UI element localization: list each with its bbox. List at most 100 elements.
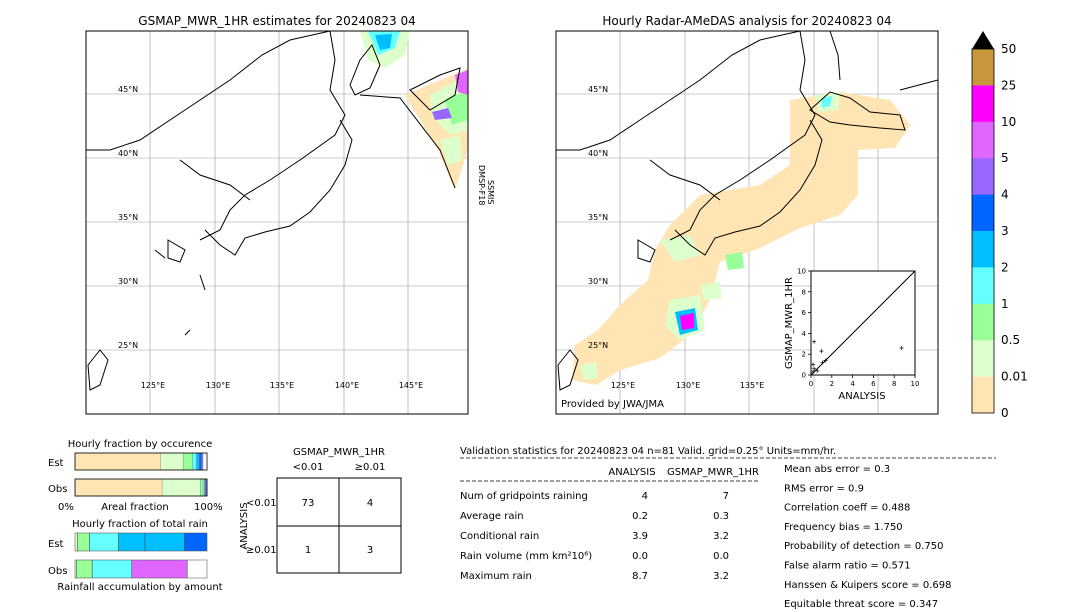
right-map-panel: Hourly Radar-AMeDAS analysis for 2024082… — [555, 14, 939, 415]
occurrence-fraction-chart: Hourly fraction by occurence Est Obs 0% … — [48, 439, 223, 513]
colorbar-label: 0.5 — [1001, 333, 1020, 347]
validation-row-gsmap: 0.3 — [713, 511, 729, 522]
scatter-x-tick-label: 8 — [892, 380, 896, 388]
total-rain-bar-segment — [186, 559, 208, 579]
validation-row-analysis: 8.7 — [632, 571, 648, 582]
colorbar-label: 5 — [1001, 151, 1009, 165]
left-lon-label: 135°E — [270, 381, 294, 390]
left-map-grid — [86, 31, 468, 414]
colorbar-label: 10 — [1001, 115, 1016, 129]
total-rain-bar-segment — [118, 532, 146, 552]
colorbar-segment — [972, 121, 994, 159]
contingency-cell: 4 — [367, 498, 373, 509]
validation-row-label: Rain volume (mm km²10⁶) — [460, 551, 592, 562]
occurrence-x-left: 0% — [58, 502, 74, 513]
scatter-points — [811, 339, 904, 374]
occurrence-bar-segment — [183, 452, 193, 471]
occurrence-bar-frame — [74, 452, 208, 471]
left-map-lon-labels: 125°E 130°E 135°E 140°E 145°E — [141, 381, 423, 390]
validation-row-gsmap: 7 — [723, 491, 729, 502]
validation-scores: Mean abs error = 0.3 RMS error = 0.9 Corre… — [784, 464, 951, 610]
left-map-coastlines — [86, 31, 461, 391]
scatter-y-tick-label: 2 — [802, 351, 806, 359]
contingency-title: GSMAP_MWR_1HR — [293, 447, 385, 458]
contingency-cell: 1 — [305, 545, 311, 556]
scatter-x-tick-label: 10 — [911, 380, 920, 388]
colorbar-frame — [971, 48, 995, 414]
right-lat-label: 45°N — [588, 85, 608, 94]
left-lon-label: 130°E — [206, 381, 230, 390]
validation-row-label: Conditional rain — [460, 531, 539, 542]
total-rain-title: Hourly fraction of total rain — [72, 519, 208, 530]
scatter-y-tick-label: 0 — [802, 372, 806, 380]
left-map-panel: GSMAP_MWR_1HR estimates for 20240823 04 — [85, 14, 495, 415]
scatter-y-tick-label: 8 — [802, 288, 806, 296]
right-lat-label: 40°N — [588, 149, 608, 158]
scatter-y-tick-label: 10 — [797, 268, 806, 276]
colorbar-segment — [972, 303, 994, 341]
right-lon-label: 135°E — [740, 381, 764, 390]
validation-rows: Num of gridpoints raining 4 7 Average rain 0… — [460, 491, 729, 582]
occurrence-bar-segment — [198, 452, 202, 471]
total-rain-xlabel: Rainfall accumulation by amount — [57, 582, 222, 593]
right-map-lat-labels: 45°N 40°N 35°N 30°N 25°N — [588, 85, 608, 350]
right-map-coastlines — [556, 31, 938, 391]
total-rain-bar-segment — [131, 559, 188, 579]
colorbar-segment — [972, 158, 994, 195]
validation-row-analysis: 3.9 — [632, 531, 648, 542]
occurrence-bar-segment — [200, 478, 204, 497]
right-lon-label: 130°E — [676, 381, 700, 390]
scatter-x-tick-label: 4 — [850, 380, 855, 388]
scatter-x-tick-label: 2 — [830, 380, 834, 388]
occurrence-bar-segment — [74, 478, 163, 497]
scatter-diagonal — [810, 270, 916, 376]
occurrence-bar-segment — [201, 452, 204, 471]
colorbar-label: 1 — [1001, 297, 1009, 311]
colorbar-label: 4 — [1001, 188, 1009, 202]
validation-score: Probability of detection = 0.750 — [784, 541, 943, 552]
colorbar-segment — [972, 49, 994, 86]
colorbar-labels: 50 25 10 5 4 3 2 1 0.5 0.01 0 — [1001, 42, 1028, 420]
left-map-frame — [85, 30, 469, 415]
validation-score: Hanssen & Kuipers score = 0.698 — [784, 580, 951, 591]
scatter-point — [820, 360, 825, 365]
colorbar-segment — [972, 267, 994, 305]
validation-score: Equitable threat score = 0.347 — [784, 599, 938, 610]
left-lat-label: 35°N — [118, 213, 138, 222]
colorbar: 50 25 10 5 4 3 2 1 0.5 0.01 0 — [971, 31, 1028, 420]
total-rain-row-obs: Obs — [48, 566, 67, 577]
scatter-point — [899, 345, 904, 350]
validation-row-gsmap: 3.2 — [713, 531, 729, 542]
colorbar-label: 3 — [1001, 224, 1009, 238]
validation-score: Mean abs error = 0.3 — [784, 464, 890, 475]
occurrence-bar-segment — [74, 452, 162, 471]
right-map-title: Hourly Radar-AMeDAS analysis for 2024082… — [602, 14, 891, 28]
occurrence-xlabel: Areal fraction — [101, 502, 168, 513]
validation-row-gsmap: 0.0 — [713, 551, 729, 562]
occurrence-bar-segment — [192, 452, 197, 471]
validation-score: Frequency bias = 1.750 — [784, 522, 903, 533]
colorbar-segment — [972, 194, 994, 232]
validation-col-analysis: ANALYSIS — [608, 467, 655, 478]
left-map-title: GSMAP_MWR_1HR estimates for 20240823 04 — [138, 14, 415, 28]
scatter-point — [819, 349, 824, 354]
validation-row-label: Average rain — [460, 511, 524, 522]
validation-stats: Validation statistics for 20240823 04 n=… — [460, 446, 996, 610]
colorbar-segment — [972, 231, 994, 268]
left-map-content — [86, 31, 468, 414]
occurrence-bar-frame — [74, 478, 208, 497]
occurrence-bars — [74, 452, 208, 497]
left-lon-label: 125°E — [141, 381, 165, 390]
validation-row-label: Num of gridpoints raining — [460, 491, 588, 502]
scatter-ticks: 00 2 2 4 4 6 6 8 8 10 10 — [797, 268, 919, 389]
total-rain-bar-segment — [184, 532, 208, 552]
colorbar-segment — [972, 376, 994, 414]
contingency-side-label: ANALYSIS — [239, 502, 250, 549]
left-lat-label: 25°N — [118, 341, 138, 350]
total-rain-bar-segment — [77, 532, 90, 552]
colorbar-label: 0 — [1001, 406, 1009, 420]
contingency-table: GSMAP_MWR_1HR <0.01 ≥0.01 ANALYSIS <0.01… — [239, 447, 402, 574]
right-lat-label: 25°N — [588, 341, 608, 350]
scatter-x-tick-label: 6 — [871, 380, 876, 388]
scatter-point — [823, 358, 828, 363]
